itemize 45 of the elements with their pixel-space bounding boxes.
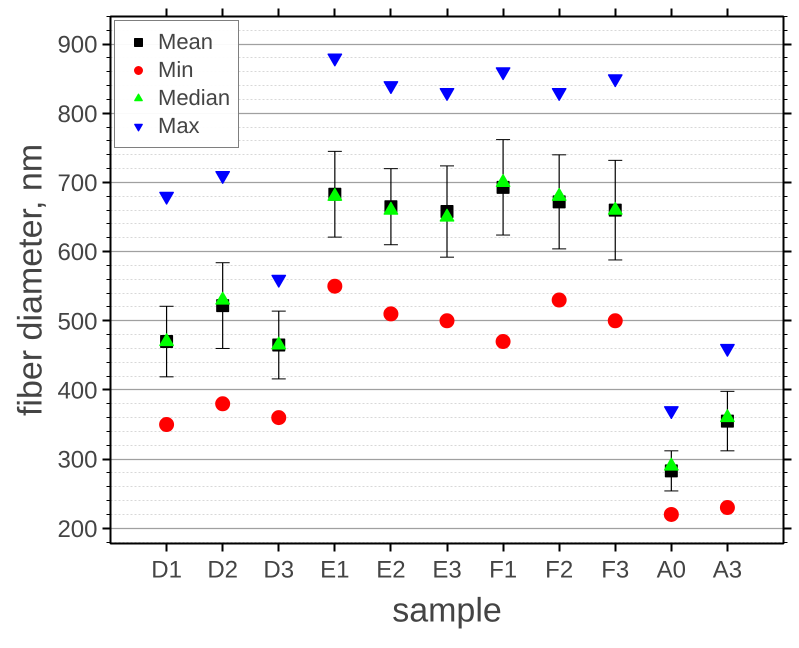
point bbox=[440, 313, 454, 328]
x-axis-title: sample bbox=[392, 592, 502, 630]
point bbox=[215, 396, 230, 412]
point bbox=[327, 278, 342, 294]
x-tick-label: F2 bbox=[545, 556, 574, 584]
x-tick-label: D3 bbox=[263, 556, 294, 584]
legend-label: Max bbox=[158, 113, 200, 139]
x-tick-label: E3 bbox=[432, 556, 462, 584]
point bbox=[552, 292, 567, 308]
point bbox=[327, 53, 342, 67]
x-tick-label: E2 bbox=[376, 556, 406, 584]
y-tick-label: 900 bbox=[57, 32, 98, 59]
point bbox=[383, 306, 398, 322]
x-tick-label: F3 bbox=[601, 556, 630, 584]
point bbox=[608, 313, 623, 328]
point bbox=[496, 334, 511, 350]
y-tick-label: 500 bbox=[57, 308, 98, 336]
point bbox=[271, 274, 286, 288]
point bbox=[440, 88, 454, 102]
x-tick-label: A0 bbox=[656, 556, 686, 584]
y-tick-label: 700 bbox=[57, 170, 98, 197]
y-tick-label: 400 bbox=[57, 377, 98, 404]
y-tick-label: 800 bbox=[57, 100, 98, 128]
x-tick-label: A3 bbox=[712, 556, 742, 584]
point bbox=[664, 506, 679, 522]
legend-label: Mean bbox=[158, 29, 214, 55]
x-tick-label: D2 bbox=[207, 556, 238, 584]
x-tick-label: E1 bbox=[320, 556, 350, 584]
point bbox=[159, 417, 174, 432]
point bbox=[552, 88, 567, 102]
point bbox=[720, 500, 735, 516]
point bbox=[215, 171, 230, 184]
point bbox=[271, 410, 286, 426]
legend-label: Min bbox=[158, 57, 194, 83]
legend-label: Median bbox=[158, 85, 230, 111]
x-tick-label: F1 bbox=[489, 556, 518, 584]
point bbox=[496, 67, 511, 80]
x-tick-label: D1 bbox=[151, 556, 182, 584]
y-axis-title: fiber diameter, nm bbox=[11, 144, 50, 416]
point bbox=[383, 81, 398, 94]
y-tick-label: 300 bbox=[57, 446, 98, 474]
y-tick-label: 600 bbox=[57, 239, 98, 266]
y-tick-label: 200 bbox=[57, 516, 98, 543]
point bbox=[608, 74, 623, 88]
point bbox=[159, 192, 174, 205]
